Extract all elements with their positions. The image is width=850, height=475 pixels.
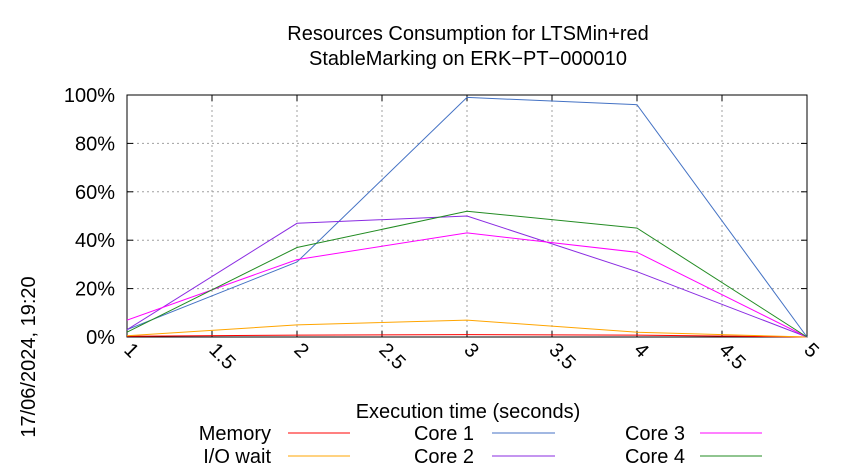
chart-title-line2: StableMarking on ERK−PT−000010 [309, 48, 627, 70]
y-axis-ticks: 0% 20% 40% 60% 80% 100% [64, 85, 807, 349]
x-tick-label: 3 [459, 339, 482, 362]
series-line-core-2 [126, 215, 808, 338]
series-lines [126, 96, 808, 338]
series-line-core-1 [126, 96, 808, 338]
grid-lines [127, 95, 807, 337]
chart-title-line1: Resources Consumption for LTSMin+red [287, 23, 648, 45]
x-axis-ticks: 1 1.5 2 2.5 3 3.5 4 4.5 5 [119, 95, 823, 374]
y-tick-label: 100% [64, 85, 115, 107]
x-tick-label: 2 [289, 339, 312, 362]
x-tick-label: 4 [629, 339, 652, 362]
legend-label: Memory [199, 423, 271, 445]
series-line-core-4 [126, 210, 808, 338]
x-tick-label: 5 [799, 339, 822, 362]
y-tick-label: 60% [75, 182, 115, 204]
y-tick-label: 40% [75, 230, 115, 252]
legend-label: Core 4 [625, 446, 685, 468]
y-tick-label: 80% [75, 133, 115, 155]
x-tick-label: 3.5 [544, 339, 579, 374]
x-tick-label: 4.5 [714, 339, 749, 374]
x-tick-label: 1 [119, 339, 142, 362]
legend-label: I/O wait [203, 446, 271, 468]
timestamp-label: 17/06/2024, 19:20 [18, 276, 40, 437]
legend-label: Core 3 [625, 423, 685, 445]
x-axis-label: Execution time (seconds) [356, 401, 581, 423]
legend-label: Core 1 [414, 423, 474, 445]
x-tick-label: 2.5 [374, 339, 409, 374]
y-tick-label: 0% [86, 327, 115, 349]
series-line-i-o-wait [126, 319, 808, 338]
legend-label: Core 2 [414, 446, 474, 468]
x-tick-label: 1.5 [204, 339, 239, 374]
series-line-core-3 [126, 232, 808, 338]
y-tick-label: 20% [75, 279, 115, 301]
series-line-memory [126, 334, 808, 338]
